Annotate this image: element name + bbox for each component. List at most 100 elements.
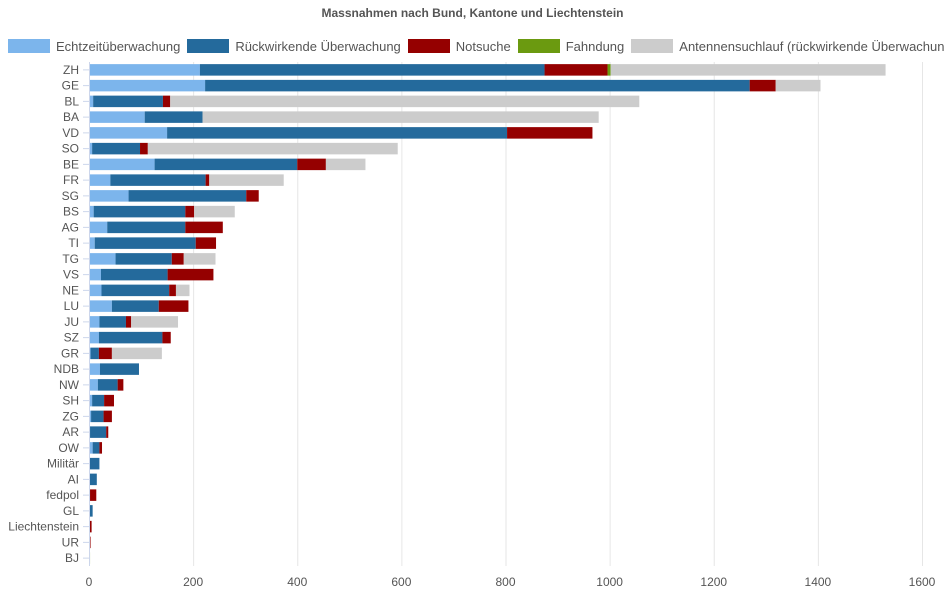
bar-be-ruckwirkende-uberwachung (154, 158, 298, 171)
bar-sg-echtzeituberwachung (89, 190, 129, 202)
legend-item-ruckwirkende-uberwachung[interactable]: Rückwirkende Überwachung (187, 39, 401, 54)
bar-ur-notsuche (89, 536, 91, 549)
y-tick-label: ZH (63, 63, 79, 77)
y-tick-label: LU (64, 299, 79, 313)
y-tick-label: GL (63, 504, 79, 518)
x-tick-label: 200 (183, 575, 203, 589)
bar-zh-ruckwirkende-uberwachung (199, 64, 545, 76)
chart-title: Massnahmen nach Bund, Kantone und Liecht… (321, 6, 624, 20)
legend-item-fahndung[interactable]: Fahndung (517, 39, 624, 54)
bar-sg-notsuche (246, 190, 259, 202)
bar-sg-ruckwirkende-uberwachung (128, 190, 247, 202)
bar-be-notsuche (297, 158, 326, 171)
bar-sh-echtzeituberwachung (89, 394, 93, 407)
legend-item-echtzeituberwachung[interactable]: Echtzeitüberwachung (8, 39, 180, 54)
y-tick-label: TI (68, 236, 79, 250)
bar-ow-notsuche (99, 442, 103, 454)
bar-so-antennensuchlauf-ruckwirkende-uberwachung (147, 142, 398, 155)
y-tick-label: BE (63, 157, 79, 171)
bar-ti-notsuche (195, 237, 217, 249)
y-tick-label: ZG (62, 409, 79, 423)
bar-zg-ruckwirkende-uberwachung (91, 410, 104, 423)
y-tick-label: Liechtenstein (8, 520, 79, 534)
bar-ndb-echtzeituberwachung (89, 363, 100, 375)
y-tick-label: VS (63, 268, 79, 282)
legend-swatch (517, 39, 560, 53)
bar-ow-echtzeituberwachung (89, 442, 93, 454)
bar-sz-echtzeituberwachung (89, 331, 99, 344)
bar-ne-echtzeituberwachung (89, 284, 102, 297)
x-tick-label: 1000 (596, 575, 623, 589)
bar-militar-ruckwirkende-uberwachung (89, 457, 100, 470)
x-tick-label: 800 (495, 575, 515, 589)
legend-item-notsuche[interactable]: Notsuche (407, 38, 511, 54)
bar-ba-echtzeituberwachung (89, 111, 145, 123)
bar-ne-antennensuchlauf-ruckwirkende-uberwachung (175, 284, 190, 297)
bar-bl-echtzeituberwachung (89, 95, 94, 108)
bar-fedpol-notsuche (90, 489, 97, 501)
legend-label: Notsuche (455, 38, 511, 54)
bar-ge-antennensuchlauf-ruckwirkende-uberwachung (775, 79, 821, 92)
legend-swatch (631, 39, 674, 53)
bar-sz-ruckwirkende-uberwachung (98, 331, 163, 344)
y-tick-label: SG (62, 189, 79, 203)
y-tick-label: UR (62, 535, 80, 549)
x-tick-label: 400 (287, 575, 307, 589)
bar-ag-notsuche (185, 221, 223, 234)
bar-ge-ruckwirkende-uberwachung (205, 79, 750, 92)
bar-ai-ruckwirkende-uberwachung (89, 473, 97, 486)
legend-label: Echtzeitüberwachung (56, 38, 181, 54)
bar-ar-ruckwirkende-uberwachung (90, 426, 107, 438)
y-tick-label: Militär (47, 457, 79, 471)
bar-gr-antennensuchlauf-ruckwirkende-uberwachung (111, 347, 162, 360)
bar-vd-ruckwirkende-uberwachung (167, 127, 508, 139)
bar-sh-ruckwirkende-uberwachung (92, 394, 105, 407)
bar-vd-echtzeituberwachung (89, 127, 168, 139)
bar-zh-fahndung (607, 64, 611, 76)
y-tick-label: AI (68, 472, 79, 486)
y-tick-label: BA (63, 110, 79, 124)
legend-item-antennensuchlauf-ruckwirkende-uberwachung[interactable]: Antennensuchlauf (rückwirkende Überwachu… (631, 39, 945, 54)
y-tick-label: NDB (54, 362, 79, 376)
bar-ju-ruckwirkende-uberwachung (99, 316, 126, 328)
y-tick-label: AG (62, 220, 79, 234)
bar-vs-ruckwirkende-uberwachung (100, 268, 168, 281)
bar-ti-ruckwirkende-uberwachung (94, 237, 196, 249)
bar-be-echtzeituberwachung (89, 158, 155, 171)
bar-gr-ruckwirkende-uberwachung (90, 347, 99, 360)
legend-swatch (8, 39, 50, 53)
bar-fr-antennensuchlauf-ruckwirkende-uberwachung (209, 174, 284, 186)
bar-zh-notsuche (544, 64, 608, 76)
bar-ge-notsuche (749, 79, 776, 92)
bar-ndb-ruckwirkende-uberwachung (99, 363, 139, 375)
bar-nw-ruckwirkende-uberwachung (97, 379, 118, 391)
y-tick-label: TG (62, 252, 79, 266)
bar-gr-notsuche (98, 347, 112, 360)
y-tick-label: BJ (65, 551, 79, 565)
bar-so-echtzeituberwachung (89, 142, 93, 155)
bar-lu-ruckwirkende-uberwachung (111, 300, 159, 312)
bar-fr-notsuche (205, 174, 210, 186)
y-tick-label: BS (63, 205, 79, 219)
bar-gl-ruckwirkende-uberwachung (89, 505, 93, 517)
bar-vs-echtzeituberwachung (89, 268, 101, 281)
bar-ju-antennensuchlauf-ruckwirkende-uberwachung (131, 316, 179, 328)
bar-nw-echtzeituberwachung (89, 379, 98, 391)
bar-ow-ruckwirkende-uberwachung (92, 442, 100, 454)
bar-nw-notsuche (117, 379, 124, 391)
y-tick-label: GE (62, 79, 79, 93)
bar-sz-notsuche (162, 331, 171, 344)
bar-ar-notsuche (106, 426, 109, 438)
bar-tg-ruckwirkende-uberwachung (115, 253, 172, 265)
bar-ju-echtzeituberwachung (89, 316, 100, 328)
bar-bs-antennensuchlauf-ruckwirkende-uberwachung (194, 205, 235, 218)
bar-lu-echtzeituberwachung (89, 300, 112, 312)
y-tick-label: FR (63, 173, 79, 187)
bar-bl-ruckwirkende-uberwachung (93, 95, 163, 108)
bar-liechtenstein-notsuche (89, 520, 92, 533)
legend-swatch (187, 39, 230, 53)
bar-vd-notsuche (507, 127, 593, 139)
legend-swatch (407, 39, 450, 53)
bar-so-ruckwirkende-uberwachung (92, 142, 141, 155)
